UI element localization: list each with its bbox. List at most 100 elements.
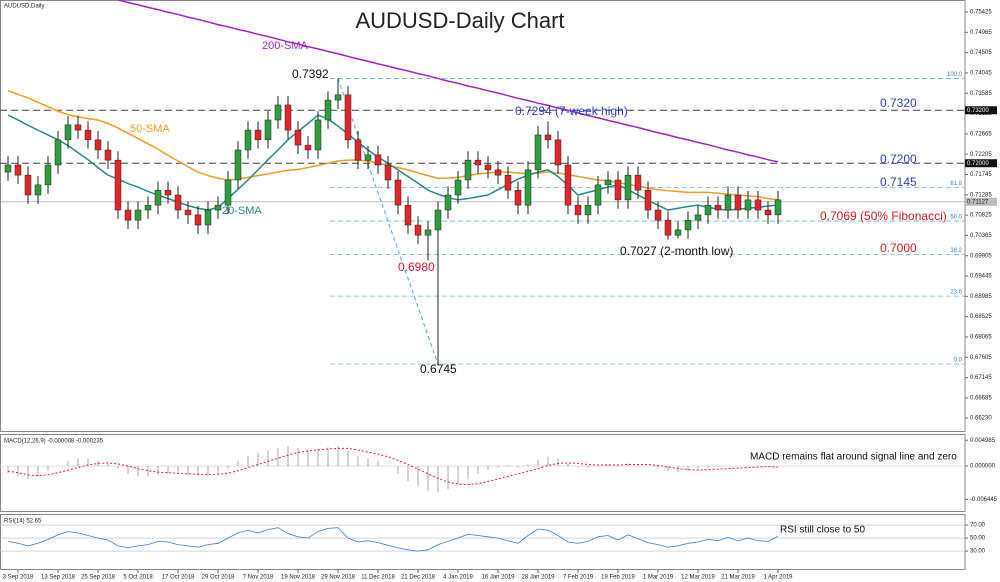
- candle-body: [124, 209, 132, 221]
- x-tick-label: 21 Mar 2019: [721, 575, 755, 581]
- candle-body: [64, 124, 72, 141]
- y-tick-label: 70.00: [970, 523, 986, 529]
- candle-body: [234, 149, 242, 181]
- fib-label: 23.6: [950, 290, 962, 296]
- last-price-tag: [965, 197, 997, 206]
- x-tick-label: 25 Sep 2018: [81, 575, 116, 581]
- sma-label: 200-SMA: [262, 40, 309, 52]
- candle-body: [174, 194, 182, 211]
- y-tick-label: 0.70365: [970, 233, 992, 239]
- annotation: 0.7145: [880, 175, 917, 189]
- candle-body: [634, 174, 642, 191]
- candle-body: [774, 199, 782, 216]
- candle-body: [694, 214, 702, 221]
- y-tick-label: 0.000000: [970, 464, 996, 470]
- candle-body: [134, 209, 142, 221]
- x-tick-label: 1 Mar 2019: [643, 575, 674, 581]
- candle-body: [514, 189, 522, 206]
- candle-body: [504, 174, 512, 191]
- y-tick-label: 0.66685: [970, 395, 992, 401]
- candle-body: [224, 179, 232, 206]
- y-tick-label: 0.72205: [970, 152, 992, 158]
- candle-body: [144, 204, 152, 211]
- fib-swing: [337, 78, 439, 365]
- candle-body: [184, 209, 192, 216]
- candle-body: [604, 179, 612, 186]
- y-tick-label: 0.74965: [970, 30, 992, 36]
- candle-body: [104, 149, 112, 161]
- fib-label: 61.8: [950, 181, 962, 187]
- annotation: 0.7320: [880, 96, 917, 110]
- candle-body: [614, 179, 622, 201]
- x-tick-label: 17 Oct 2018: [162, 575, 195, 581]
- x-tick-label: 13 Sep 2018: [41, 575, 76, 581]
- candle-body: [44, 164, 52, 186]
- x-tick-label: 1 Apr 2019: [763, 575, 793, 581]
- candle-body: [334, 94, 342, 101]
- rsi-line: [7, 527, 779, 552]
- y-tick-label: 0.72665: [970, 131, 992, 137]
- x-tick-label: 16 Jan 2019: [481, 575, 515, 581]
- candle-body: [554, 139, 562, 166]
- candle-body: [84, 129, 92, 141]
- y-tick-label: 0.71285: [970, 192, 992, 198]
- x-tick-label: 29 Oct 2018: [202, 575, 235, 581]
- x-tick-label: 4 Jan 2019: [443, 575, 473, 581]
- y-tick-label: 0.67605: [970, 355, 992, 361]
- candle-body: [324, 99, 332, 121]
- candle-body: [414, 224, 422, 236]
- last-price-label: 0.71127: [967, 199, 989, 205]
- candle-body: [214, 204, 222, 211]
- candle-body: [374, 154, 382, 166]
- annotation: MACD remains flat around signal line and…: [750, 452, 957, 463]
- x-tick-label: 3 Sep 2018: [3, 575, 34, 581]
- candle-body: [624, 174, 632, 201]
- x-tick-label: 11 Dec 2018: [361, 575, 395, 581]
- candle-body: [464, 159, 472, 181]
- candle-body: [584, 204, 592, 216]
- fib-label: 100.0: [947, 72, 963, 78]
- candle-body: [304, 144, 312, 151]
- sma-label: 50-SMA: [130, 123, 170, 135]
- candle-body: [424, 229, 432, 236]
- candle-body: [74, 124, 82, 131]
- y-tick-label: 30.00: [970, 549, 986, 555]
- annotation: 0.7200: [880, 152, 917, 166]
- candle-body: [154, 189, 162, 206]
- sma-line: [117, 0, 779, 163]
- candle-body: [474, 159, 482, 166]
- annotation: 0.7069 (50% Fibonacci): [820, 209, 947, 223]
- y-tick-label: 0.71745: [970, 172, 992, 178]
- candle-body: [14, 164, 22, 176]
- x-tick-label: 19 Feb 2019: [601, 575, 635, 581]
- candle-body: [254, 129, 262, 141]
- level-label: 0.73200: [967, 108, 989, 114]
- candle-body: [94, 139, 102, 151]
- x-tick-label: 12 Mar 2019: [681, 575, 715, 581]
- y-tick-label: 0.004985: [970, 438, 996, 444]
- x-tick-label: 7 Nov 2018: [243, 575, 274, 581]
- macd-label: MACD(12,26,9) -0.000008 -0.000235: [4, 439, 104, 445]
- level-tag: [965, 106, 997, 115]
- annotation: 0.6745: [420, 362, 457, 376]
- candle-body: [664, 219, 672, 236]
- y-tick-label: 0.68985: [970, 294, 992, 300]
- candle-body: [644, 189, 652, 211]
- candle-body: [364, 154, 372, 161]
- candle-body: [674, 229, 682, 236]
- candle-body: [494, 169, 502, 176]
- y-tick-label: -0.006445: [970, 497, 998, 503]
- candle-body: [544, 134, 552, 141]
- y-tick-label: 50.00: [970, 536, 986, 542]
- macd-panel: [0, 434, 966, 512]
- candle-body: [744, 199, 752, 211]
- candle-body: [264, 119, 272, 141]
- annotation: 0.7000: [880, 241, 917, 255]
- candle-body: [204, 209, 212, 226]
- candle-body: [734, 194, 742, 211]
- candle-body: [314, 119, 322, 151]
- annotation: RSI still close to 50: [780, 525, 865, 536]
- fib-label: 38.2: [950, 248, 962, 254]
